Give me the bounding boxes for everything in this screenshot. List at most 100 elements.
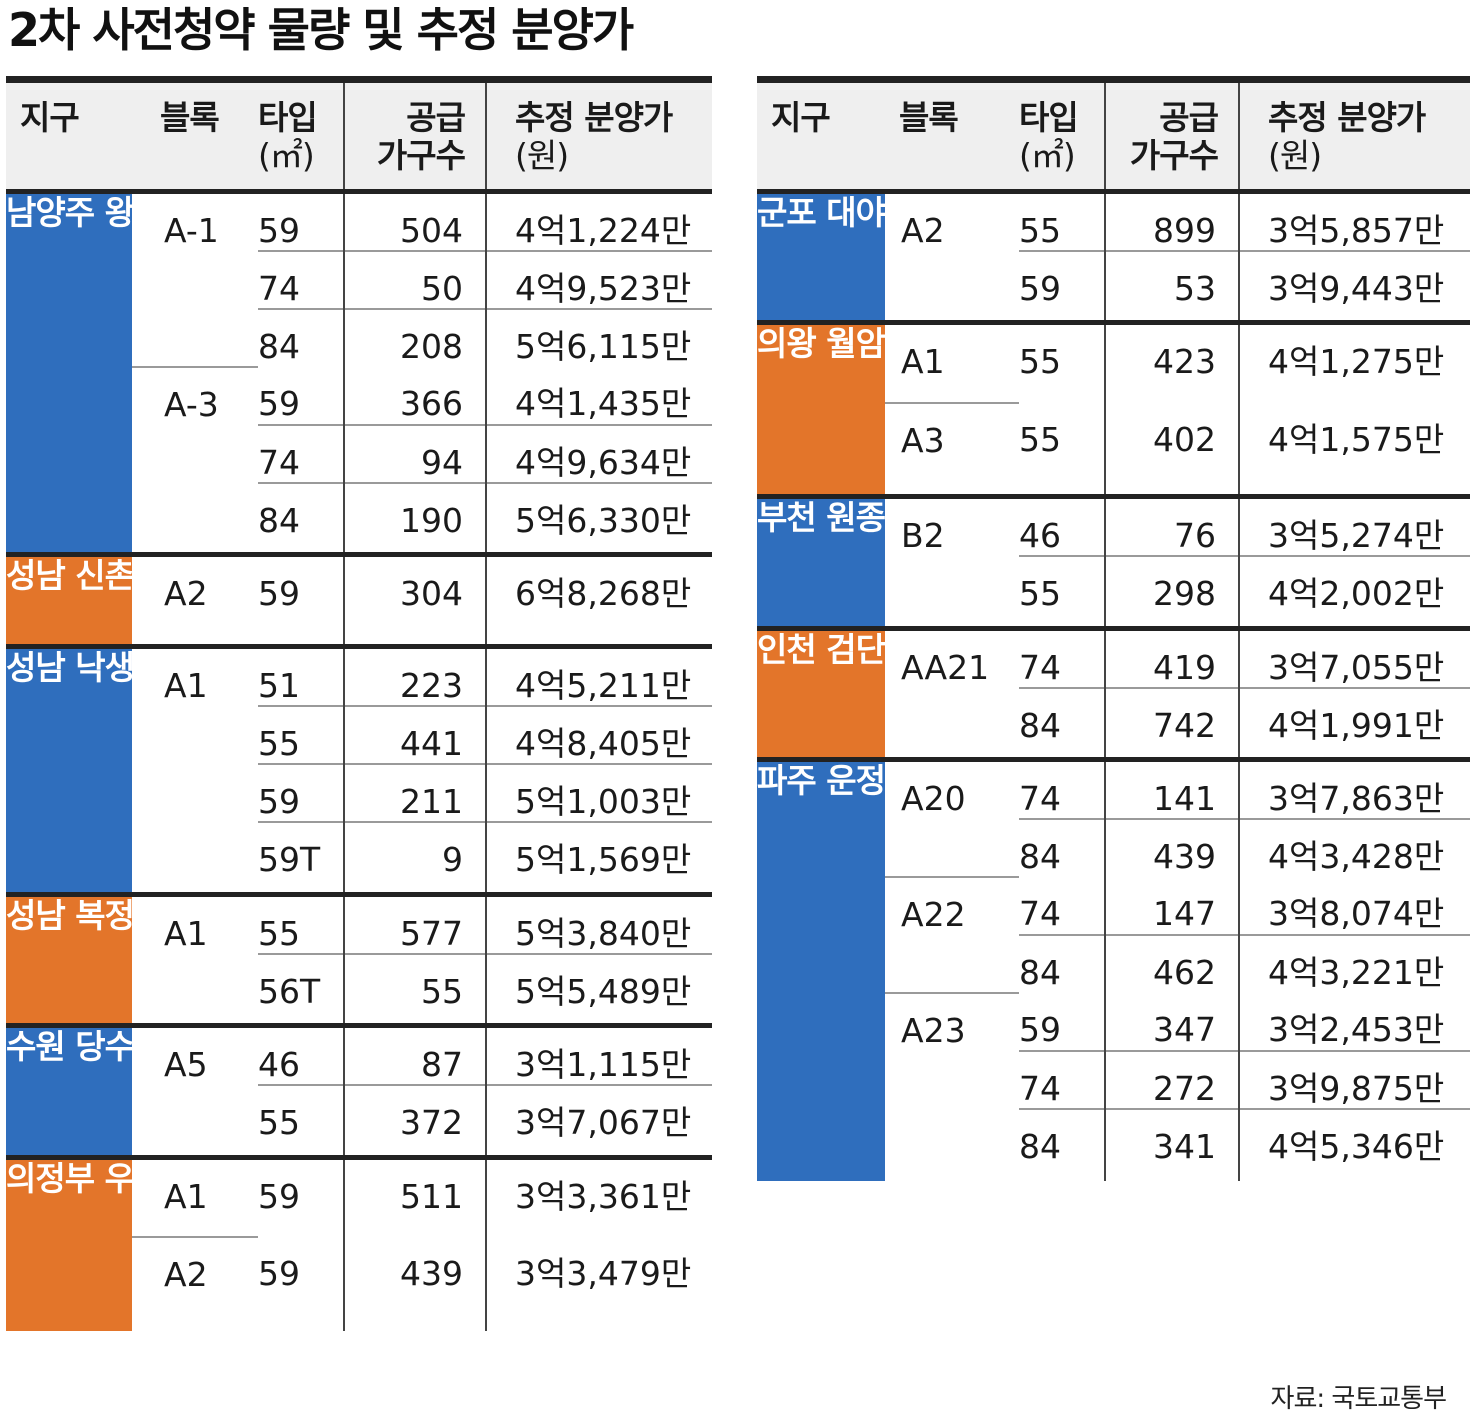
- type-cell: 84: [258, 481, 344, 555]
- price-cell: 5억3,840만: [485, 891, 712, 954]
- supply-count-cell: 298: [1104, 555, 1239, 629]
- type-cell: 59: [258, 552, 344, 647]
- price-cell: 4억9,523만: [485, 249, 712, 309]
- supply-count-cell: 347: [1104, 993, 1239, 1052]
- price-cell: 3억9,443만: [1238, 249, 1470, 323]
- price-cell: 4억9,634만: [485, 423, 712, 483]
- supply-count-cell: 304: [343, 552, 486, 647]
- price-cell: 3억1,115만: [485, 1023, 712, 1086]
- type-cell: 59: [258, 763, 344, 823]
- type-cell: 59: [258, 1154, 344, 1238]
- supply-count-cell: 50: [343, 249, 486, 309]
- table-row: 성남 낙생 A1 51 223 4억5,211만: [6, 644, 712, 895]
- table-row: A-3 59 366 4억1,435만: [6, 365, 712, 555]
- price-cell: 4억3,428만: [1238, 818, 1470, 878]
- supply-count-cell: 441: [343, 705, 486, 765]
- district-label: 의왕 월암: [757, 320, 885, 497]
- block-cell: A3: [885, 401, 1019, 497]
- price-cell: 4억1,224만: [485, 191, 712, 251]
- header-district: 지구: [6, 76, 132, 194]
- supply-count-cell: 423: [1104, 320, 1239, 403]
- header-block: 블록: [885, 76, 1019, 194]
- table-row: 55 441 4억8,405만: [6, 705, 712, 765]
- type-cell: 55: [1019, 419, 1061, 459]
- type-cell: 74: [258, 423, 344, 483]
- table-row: 84 742 4억1,991만: [757, 686, 1470, 760]
- price-cell: 3억7,055만: [1238, 625, 1470, 688]
- type-cell: 59: [1019, 1010, 1061, 1050]
- district-label: 성남 신촌: [6, 552, 132, 647]
- block-cell: B2: [885, 494, 1019, 629]
- supply-count-cell: 504: [343, 191, 486, 251]
- table-row: 84 439 4억3,428만: [757, 818, 1470, 878]
- type-cell: 59: [258, 1254, 300, 1294]
- table-row: 74 94 4억9,634만: [6, 423, 712, 483]
- price-cell: 3억7,863만: [1238, 757, 1470, 820]
- price-cell: 6억8,268만: [485, 552, 712, 647]
- header-type-label: 타입: [1019, 98, 1079, 137]
- price-cell: 5억1,003만: [485, 763, 712, 823]
- supply-count-cell: 208: [343, 307, 486, 367]
- type-cell: 84: [258, 307, 344, 367]
- supply-count-cell: 366: [343, 366, 486, 425]
- supply-count-cell: 272: [1104, 1050, 1239, 1110]
- price-cell: 4억1,435만: [485, 366, 712, 425]
- type-cell: 46: [1019, 494, 1105, 557]
- price-cell: 3억3,479만: [485, 1237, 712, 1332]
- header-supply-line1: 공급: [406, 98, 466, 137]
- block-cell: A1: [132, 1154, 258, 1238]
- district-label: 의정부 우정: [6, 1154, 132, 1332]
- type-cell: 46: [258, 1023, 344, 1086]
- block-cell: A2: [901, 211, 945, 250]
- table-header-row: 지구 블록 타입 (㎡) 공급 가구수 추정 분양가 (원): [757, 76, 1470, 194]
- supply-count-cell: 899: [1104, 191, 1239, 251]
- header-type-unit: (㎡): [1019, 135, 1076, 175]
- price-cell: 4억5,211만: [485, 644, 712, 707]
- supply-count-cell: 190: [343, 481, 486, 555]
- supply-count-cell: 55: [343, 952, 486, 1026]
- price-cell: 3억5,857만: [1238, 191, 1470, 251]
- type-cell: 51: [258, 644, 344, 707]
- table-header-row: 지구 블록 타입 (㎡) 공급 가구수 추정 분양가 (원): [6, 76, 712, 194]
- block-cell: A22: [885, 876, 1019, 994]
- type-cell: 59: [1019, 249, 1105, 323]
- district-label: 수원 당수: [6, 1023, 132, 1158]
- block-cell: A2: [132, 552, 258, 647]
- supply-count-cell: 402: [1104, 402, 1239, 497]
- type-cell: 56T: [258, 952, 344, 1026]
- type-cell: 59T: [258, 821, 344, 895]
- table-row: 84 208 5억6,115만: [6, 307, 712, 367]
- type-cell: 55: [1019, 320, 1105, 403]
- table-row: A3 55 402 4억1,575만: [757, 401, 1470, 497]
- block-cell: A1: [132, 644, 258, 895]
- price-cell: 3억7,067만: [485, 1084, 712, 1158]
- price-cell: 4억1,275만: [1238, 320, 1470, 403]
- table-row: 84 341 4억5,346만: [757, 1108, 1470, 1182]
- block-cell: A-1: [164, 211, 219, 250]
- supply-count-cell: 439: [1104, 818, 1239, 878]
- supply-count-cell: 87: [343, 1023, 486, 1086]
- supply-count-cell: 211: [343, 763, 486, 823]
- header-price: 추정 분양가 (원): [485, 76, 712, 194]
- table-row: 74 50 4억9,523만: [6, 249, 712, 309]
- header-district: 지구: [757, 76, 885, 194]
- block-cell: A20: [885, 757, 1019, 878]
- block-cell: A-3: [132, 365, 258, 555]
- supply-count-cell: 462: [1104, 934, 1239, 994]
- block-cell: A23: [885, 992, 1019, 1182]
- supply-count-cell: 511: [343, 1154, 486, 1238]
- type-cell: 55: [1019, 555, 1105, 629]
- type-cell: 84: [1019, 1108, 1105, 1182]
- type-cell: 74: [258, 249, 344, 309]
- table-row: A23 59 347 3억2,453만: [757, 992, 1470, 1182]
- type-cell: 84: [1019, 818, 1105, 878]
- header-block: 블록: [132, 76, 258, 194]
- block-cell: A2: [132, 1236, 258, 1332]
- header-price: 추정 분양가 (원): [1238, 76, 1470, 194]
